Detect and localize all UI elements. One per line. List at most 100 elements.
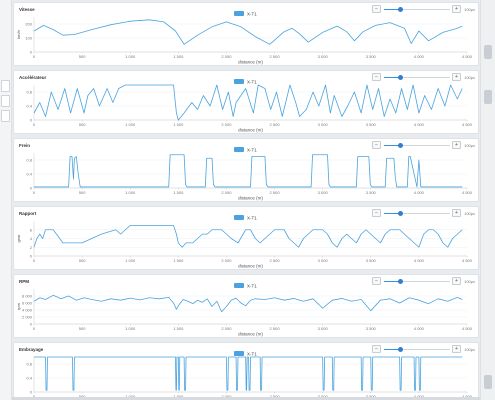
legend-item[interactable]: X-T1: [234, 283, 257, 289]
x-tick-label: 3 500: [366, 54, 377, 59]
side-tab[interactable]: [1, 110, 10, 122]
y-tick-label: 200: [25, 22, 32, 27]
minus-icon: −: [375, 278, 378, 284]
plus-icon: +: [455, 278, 458, 284]
y-tick-label: 100: [25, 36, 32, 41]
legend-swatch: [234, 11, 244, 16]
x-tick-label: 3 500: [366, 190, 377, 195]
minus-icon: −: [375, 346, 378, 352]
legend-item[interactable]: X-T1: [234, 215, 257, 221]
zoom-value: 100px: [464, 143, 475, 148]
zoom-slider[interactable]: [384, 210, 450, 216]
x-tick-label: 2 500: [270, 54, 281, 59]
zoom-in-button[interactable]: +: [452, 141, 461, 149]
chart-panel-vitesse: Vitesse − +100px X-T1 0 100 200 0 500 1 000 1 500 2…: [13, 2, 479, 66]
y-tick-label: 2: [30, 245, 33, 250]
zoom-slider[interactable]: [384, 74, 450, 80]
zoom-slider-thumb[interactable]: [398, 6, 403, 12]
zoom-in-button[interactable]: +: [452, 209, 461, 217]
zoom-in-button[interactable]: +: [452, 73, 461, 81]
legend-label: X-T1: [247, 284, 257, 289]
x-tick-label: 4 000: [414, 54, 425, 59]
zoom-slider-fill: [384, 212, 401, 214]
scroll-handle[interactable]: [484, 90, 492, 104]
zoom-in-button[interactable]: +: [452, 5, 461, 13]
zoom-out-button[interactable]: −: [372, 5, 381, 13]
zoom-in-button[interactable]: +: [452, 277, 461, 285]
side-tab[interactable]: [1, 80, 10, 92]
x-tick-label: 1 000: [125, 258, 136, 263]
horizontal-scrollbar[interactable]: [12, 397, 480, 400]
zoom-control: − +: [372, 209, 464, 217]
legend-item[interactable]: X-T1: [234, 147, 257, 153]
series-line: [33, 19, 463, 45]
zoom-value: 100px: [464, 7, 475, 12]
x-tick-label: 2 500: [270, 326, 281, 331]
scroll-handle[interactable]: [484, 375, 492, 389]
zoom-slider[interactable]: [384, 142, 450, 148]
zoom-out-button[interactable]: −: [372, 345, 381, 353]
x-tick-label: 2 000: [221, 394, 232, 399]
y-tick-label: 0.8: [26, 158, 32, 163]
zoom-slider[interactable]: [384, 278, 450, 284]
x-tick-label: 500: [79, 394, 86, 399]
x-tick-label: 500: [79, 54, 86, 59]
zoom-out-button[interactable]: −: [372, 209, 381, 217]
zoom-control: − +: [372, 345, 464, 353]
zoom-slider[interactable]: [384, 6, 450, 12]
legend-swatch: [234, 351, 244, 356]
scroll-handle[interactable]: [484, 45, 492, 59]
x-tick-label: 1 500: [173, 54, 184, 59]
zoom-out-button[interactable]: −: [372, 141, 381, 149]
chart-panel-accelerateur: Accélérateur − +100px X-T1 0 0.4 0.8 0 500 1 000 1…: [13, 70, 479, 134]
right-gutter: [480, 0, 495, 400]
plus-icon: +: [455, 74, 458, 80]
x-tick-label: 4 500: [462, 54, 473, 59]
zoom-out-button[interactable]: −: [372, 73, 381, 81]
zoom-control: − +: [372, 277, 464, 285]
legend-swatch: [234, 283, 244, 288]
x-tick-label: 1 000: [125, 190, 136, 195]
y-tick-label: 6: [30, 227, 33, 232]
side-tab[interactable]: [1, 95, 10, 107]
x-tick-label: 1 000: [125, 394, 136, 399]
zoom-slider[interactable]: [384, 346, 450, 352]
x-tick-label: 2 000: [221, 54, 232, 59]
zoom-slider-fill: [384, 8, 401, 10]
x-tick-label: 2 000: [221, 326, 232, 331]
x-tick-label: 3 000: [318, 326, 329, 331]
x-tick-label: 500: [79, 190, 86, 195]
chart-accelerateur: X-T1 0 0.4 0.8 0 500 1 000 1 500 2 000 2 500 3 000…: [26, 79, 473, 133]
x-tick-label: 500: [79, 122, 86, 127]
legend-item[interactable]: X-T1: [234, 351, 257, 357]
x-tick-label: 0: [33, 122, 36, 127]
minus-icon: −: [375, 6, 378, 12]
x-tick-label: 2 000: [221, 122, 232, 127]
zoom-slider-fill: [384, 144, 401, 146]
x-tick-label: 2 500: [270, 258, 281, 263]
x-tick-label: 1 500: [173, 258, 184, 263]
legend-item[interactable]: X-T1: [234, 11, 257, 17]
x-tick-label: 0: [33, 190, 36, 195]
x-axis-label: distance (m): [238, 264, 263, 269]
panel-title: Accélérateur: [19, 75, 47, 80]
chart-panel-frein: Frein − +100px X-T1 0 0.4 0.8 0 500 1 000 1 500 2 0…: [13, 138, 479, 202]
zoom-in-button[interactable]: +: [452, 345, 461, 353]
x-tick-label: 2 000: [221, 190, 232, 195]
zoom-slider-fill: [384, 280, 401, 282]
zoom-slider-thumb[interactable]: [398, 142, 403, 148]
chart-panel-rpm: RPM − +100px X-T1 0 2 000 4 000 6 000 8 000 0 500 1…: [13, 274, 479, 338]
x-tick-label: 1 500: [173, 394, 184, 399]
zoom-slider-thumb[interactable]: [398, 210, 403, 216]
x-tick-label: 4 000: [414, 122, 425, 127]
zoom-slider-thumb[interactable]: [398, 278, 403, 284]
legend-item[interactable]: X-T1: [234, 79, 257, 85]
zoom-slider-thumb[interactable]: [398, 74, 403, 80]
zoom-out-button[interactable]: −: [372, 277, 381, 285]
x-tick-label: 3 000: [318, 122, 329, 127]
chart-frein: X-T1 0 0.4 0.8 0 500 1 000 1 500 2 000 2 500 3 000…: [26, 147, 473, 201]
x-tick-label: 4 500: [462, 190, 473, 195]
zoom-slider-thumb[interactable]: [398, 346, 403, 352]
x-tick-label: 4 500: [462, 122, 473, 127]
